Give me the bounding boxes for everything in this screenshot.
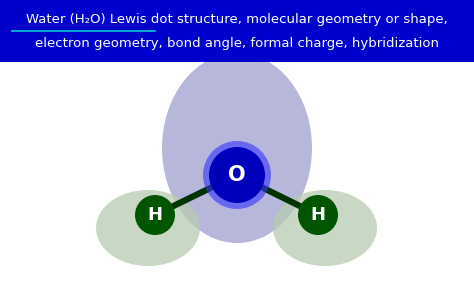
Text: H: H	[310, 206, 326, 224]
Circle shape	[209, 147, 265, 203]
Text: H: H	[147, 206, 163, 224]
Bar	[0, 0, 474, 62]
Ellipse shape	[273, 190, 377, 266]
Circle shape	[298, 195, 338, 235]
Circle shape	[135, 195, 175, 235]
Text: Water (H₂O) Lewis dot structure, molecular geometry or shape,: Water (H₂O) Lewis dot structure, molecul…	[26, 14, 448, 26]
Ellipse shape	[162, 53, 312, 243]
Ellipse shape	[96, 190, 200, 266]
Text: O: O	[228, 165, 246, 185]
Circle shape	[203, 141, 271, 209]
Text: electron geometry, bond angle, formal charge, hybridization: electron geometry, bond angle, formal ch…	[35, 38, 439, 51]
